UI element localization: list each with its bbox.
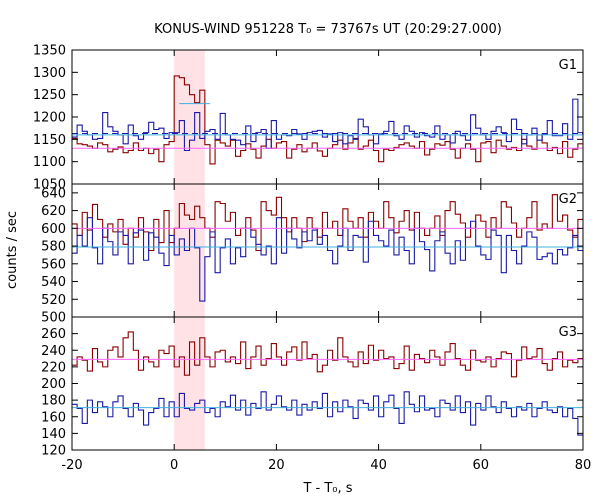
panel-g1: 1050 1100 1150 1200 1250 1300 1350 G1 (33, 44, 584, 193)
y-tick-label: 1200 (33, 111, 66, 126)
y-tick-label: 580 (41, 240, 66, 255)
panels-group: 1050110011501200125013001350G15005205405… (33, 44, 591, 474)
x-tick-label: 20 (268, 458, 285, 473)
panel-g2: 500 520 540 560 580 600 620 640 G2 (41, 183, 584, 326)
panel-frame (71, 49, 584, 185)
y-tick-label: 620 (41, 204, 66, 219)
x-tick-label: 0 (170, 458, 178, 473)
series-line-blue-g3 (72, 391, 583, 436)
x-tick-label: 40 (370, 458, 387, 473)
series-line-red-g3 (72, 331, 583, 378)
y-tick-label: 1150 (33, 133, 66, 148)
y-tick-label: 540 (41, 275, 66, 290)
x-tick-label: -20 (61, 458, 82, 473)
series-line-blue-g2 (72, 217, 583, 302)
y-tick-label: 200 (41, 377, 66, 392)
series-line-red-g2 (72, 194, 583, 252)
y-tick-label: 140 (41, 427, 66, 442)
x-tick-label: 60 (473, 458, 490, 473)
y-tick-label: 1250 (33, 88, 66, 103)
x-axis-label: T - T₀, s (302, 481, 352, 496)
y-tick-label: 520 (41, 293, 66, 308)
y-tick-label: 1050 (33, 178, 66, 193)
y-axis-label: counts / sec (5, 211, 20, 289)
series-line-blue-g1 (72, 98, 583, 152)
y-tick-label: 260 (41, 327, 66, 342)
x-tick-label: 80 (575, 458, 592, 473)
y-tick-label: 120 (41, 444, 66, 459)
y-tick-label: 1350 (33, 44, 66, 59)
y-tick-label: 240 (41, 344, 66, 359)
y-tick-label: 220 (41, 360, 66, 375)
y-tick-label: 1300 (33, 66, 66, 81)
y-tick-label: 560 (41, 257, 66, 272)
y-tick-label: 160 (41, 410, 66, 425)
panel-label-g2: G2 (559, 192, 577, 207)
y-tick-label: 180 (41, 394, 66, 409)
series-line-red-g1 (72, 75, 583, 165)
panel-label-g1: G1 (559, 58, 577, 73)
chart-title: KONUS-WIND 951228 T₀ = 73767s UT (20:29:… (154, 22, 502, 37)
panel-label-g3: G3 (559, 325, 577, 340)
y-tick-label: 640 (41, 186, 66, 201)
panel-frame (71, 316, 584, 451)
y-tick-label: 1100 (33, 155, 66, 170)
y-tick-label: 500 (41, 311, 66, 326)
y-tick-label: 600 (41, 222, 66, 237)
highlight-band (174, 317, 205, 450)
